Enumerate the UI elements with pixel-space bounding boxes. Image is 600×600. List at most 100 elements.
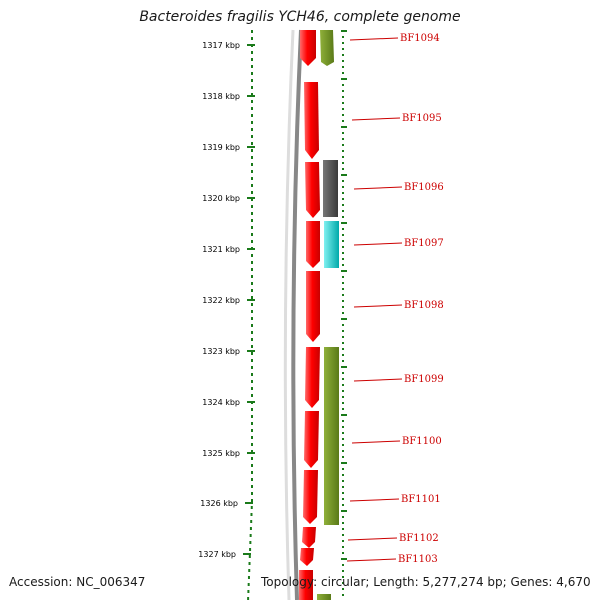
kbp-tick-label: 1326 kbp bbox=[200, 499, 238, 508]
ruler-tick bbox=[341, 366, 347, 368]
ruler-tick bbox=[342, 420, 344, 422]
scale-dot bbox=[251, 135, 253, 138]
ruler-tick bbox=[342, 186, 344, 188]
ruler-tick bbox=[342, 60, 344, 62]
scale-dot bbox=[251, 72, 253, 75]
scale-dot bbox=[251, 128, 253, 131]
kbp-tick-mark bbox=[247, 197, 255, 199]
ruler-tick bbox=[342, 402, 344, 404]
kbp-tick-mark bbox=[243, 553, 251, 555]
scale-dot bbox=[251, 436, 253, 439]
ruler-tick bbox=[342, 540, 344, 542]
gene-label[interactable]: BF1100 bbox=[402, 436, 442, 447]
feature-track bbox=[317, 30, 339, 600]
kbp-tick-label: 1321 kbp bbox=[202, 245, 240, 254]
gene-label[interactable]: BF1094 bbox=[400, 33, 440, 44]
scale-dot bbox=[251, 359, 253, 362]
ruler-tick bbox=[342, 312, 344, 314]
ruler-tick bbox=[342, 330, 344, 332]
kbp-tick-label: 1320 kbp bbox=[202, 194, 240, 203]
ruler-tick bbox=[342, 546, 344, 548]
gene-leader-line bbox=[353, 242, 403, 246]
ruler-tick bbox=[342, 282, 344, 284]
scale-dot bbox=[251, 184, 253, 187]
scale-dot bbox=[251, 394, 253, 397]
scale-dot bbox=[249, 541, 252, 544]
scale-dot bbox=[249, 534, 252, 537]
gene-leader-line bbox=[349, 498, 400, 502]
scale-dot bbox=[251, 121, 253, 124]
scale-dot bbox=[250, 513, 253, 516]
ruler-tick bbox=[341, 462, 347, 464]
kbp-tick-label: 1327 kbp bbox=[198, 550, 236, 559]
ruler-tick bbox=[342, 72, 344, 74]
ruler-tick bbox=[342, 120, 344, 122]
gene-label[interactable]: BF1099 bbox=[404, 374, 444, 385]
scale-dot bbox=[251, 289, 253, 292]
cds-arrow bbox=[300, 30, 316, 66]
ruler-tick bbox=[342, 336, 344, 338]
gene-label[interactable]: BF1095 bbox=[402, 113, 442, 124]
cds-arrow bbox=[300, 548, 314, 566]
gene-leader-line bbox=[353, 186, 403, 190]
cds-arrow bbox=[304, 82, 319, 159]
scale-dot bbox=[251, 471, 253, 474]
ruler-tick bbox=[342, 582, 344, 584]
ruler-tick bbox=[341, 30, 347, 32]
cds-arrow bbox=[305, 162, 320, 218]
scale-dot bbox=[251, 457, 253, 460]
ruler-tick bbox=[342, 288, 344, 290]
scale-dot bbox=[251, 86, 253, 89]
scale-dot bbox=[251, 366, 253, 369]
gene-label[interactable]: BF1098 bbox=[404, 300, 444, 311]
ruler-tick bbox=[341, 270, 347, 272]
scale-dot bbox=[251, 429, 253, 432]
scale-dot bbox=[251, 387, 253, 390]
kbp-tick-mark bbox=[247, 299, 255, 301]
ruler-tick bbox=[342, 144, 344, 146]
kbp-tick-mark bbox=[247, 44, 255, 46]
ruler-tick bbox=[342, 408, 344, 410]
ruler-tick bbox=[342, 342, 344, 344]
gene-label[interactable]: BF1101 bbox=[401, 494, 441, 505]
ruler-tick bbox=[342, 276, 344, 278]
ruler-tick bbox=[342, 516, 344, 518]
accession-label: Accession: NC_006347 bbox=[9, 575, 146, 589]
ruler-tick bbox=[341, 126, 347, 128]
ruler-tick bbox=[342, 168, 344, 170]
scale-dot bbox=[251, 296, 253, 299]
ruler-tick bbox=[342, 444, 344, 446]
gene-label[interactable]: BF1103 bbox=[398, 554, 438, 565]
scale-dot bbox=[251, 275, 253, 278]
scale-dot bbox=[251, 408, 253, 411]
ruler-tick bbox=[342, 426, 344, 428]
gene-label[interactable]: BF1097 bbox=[404, 238, 444, 249]
cds-arrow bbox=[305, 347, 320, 408]
ruler-tick bbox=[342, 114, 344, 116]
feature-block-olive bbox=[320, 30, 334, 66]
scale-dot bbox=[251, 345, 253, 348]
scale-dot bbox=[251, 240, 253, 243]
ruler-tick bbox=[342, 372, 344, 374]
ruler-tick bbox=[342, 36, 344, 38]
scale-dot bbox=[251, 37, 253, 40]
ruler-tick bbox=[342, 432, 344, 434]
ruler-tick bbox=[342, 438, 344, 440]
ruler-tick bbox=[342, 66, 344, 68]
kbp-tick-label: 1325 kbp bbox=[202, 449, 240, 458]
kbp-tick-label: 1324 kbp bbox=[202, 398, 240, 407]
ruler-tick bbox=[342, 48, 344, 50]
ruler-tick bbox=[342, 378, 344, 380]
scale-dot bbox=[250, 520, 253, 523]
gene-label[interactable]: BF1102 bbox=[399, 533, 439, 544]
gene-label[interactable]: BF1096 bbox=[404, 182, 444, 193]
kbp-tick-label: 1318 kbp bbox=[202, 92, 240, 101]
ruler-tick bbox=[342, 258, 344, 260]
scale-dot bbox=[251, 212, 253, 215]
scale-dotted-line-left bbox=[247, 30, 253, 600]
scale-dot bbox=[247, 576, 250, 579]
gene-labels: BF1094 BF1095 BF1096 BF1097 BF1098 BF1099 BF11… bbox=[346, 33, 444, 565]
scale-dot bbox=[251, 352, 253, 355]
ruler-tick bbox=[342, 234, 344, 236]
scale-dot bbox=[251, 268, 253, 271]
